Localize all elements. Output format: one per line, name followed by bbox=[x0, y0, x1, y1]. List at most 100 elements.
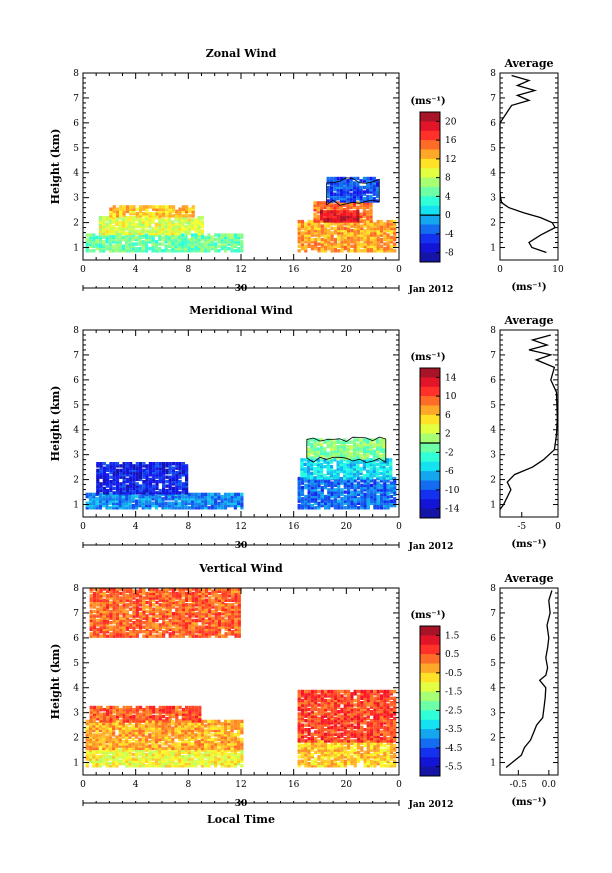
heatmap-cell bbox=[108, 242, 112, 246]
heatmap-cell bbox=[339, 442, 343, 447]
heatmap-cell bbox=[210, 501, 214, 505]
heatmap-cell bbox=[306, 458, 310, 462]
heatmap-cell bbox=[92, 233, 96, 237]
heatmap-cell bbox=[108, 506, 112, 510]
heatmap-cell bbox=[320, 476, 324, 480]
heatmap-cell bbox=[154, 724, 158, 728]
heatmap-cell bbox=[320, 694, 324, 698]
heatmap-cell bbox=[155, 207, 159, 211]
heatmap-cell bbox=[217, 726, 221, 730]
heatmap-cell bbox=[376, 462, 380, 467]
heatmap-cell bbox=[317, 734, 321, 739]
heatmap-cell bbox=[128, 231, 132, 236]
heatmap-cell bbox=[360, 479, 364, 483]
heatmap-cell bbox=[343, 197, 347, 201]
x-tick-label: 0 bbox=[80, 265, 86, 275]
heatmap-cell bbox=[363, 764, 367, 768]
heatmap-cell bbox=[366, 442, 370, 447]
heatmap-cell bbox=[230, 757, 234, 761]
heatmap-cell bbox=[223, 728, 228, 733]
heatmap-cell bbox=[333, 458, 337, 462]
heatmap-cell bbox=[135, 752, 139, 757]
heatmap-cell bbox=[329, 467, 334, 471]
heatmap-cell bbox=[356, 188, 360, 192]
heatmap-cell bbox=[223, 724, 228, 728]
heatmap-cell bbox=[223, 761, 228, 766]
heatmap-cell bbox=[102, 244, 106, 248]
heatmap-cell bbox=[194, 733, 198, 737]
heatmap-cell bbox=[389, 249, 393, 253]
heatmap-cell bbox=[297, 755, 301, 759]
heatmap-cell bbox=[154, 726, 158, 730]
heatmap-cell bbox=[106, 482, 110, 486]
heatmap-cell bbox=[165, 705, 169, 710]
heatmap-cell bbox=[307, 721, 311, 725]
heatmap-cell bbox=[310, 222, 314, 226]
heatmap-cell bbox=[164, 229, 168, 233]
heatmap-cell bbox=[352, 447, 357, 451]
heatmap-cell bbox=[297, 748, 301, 752]
heatmap-cell bbox=[158, 246, 162, 251]
heatmap-cell bbox=[142, 475, 146, 479]
heatmap-cell bbox=[122, 477, 126, 482]
heatmap-cell bbox=[362, 454, 366, 458]
heatmap-cell bbox=[366, 201, 370, 205]
heatmap-cell bbox=[96, 717, 100, 721]
heatmap-cell bbox=[379, 231, 384, 235]
heatmap-cell bbox=[194, 237, 198, 242]
heatmap-cell bbox=[185, 214, 189, 218]
heatmap-cell bbox=[237, 722, 241, 726]
y-tick-label: 4 bbox=[73, 169, 79, 179]
heatmap-cell bbox=[366, 224, 370, 228]
heatmap-cell bbox=[379, 440, 383, 444]
heatmap-cell bbox=[376, 179, 380, 183]
heatmap-cell bbox=[105, 231, 109, 236]
heatmap-cell bbox=[373, 235, 377, 240]
heatmap-cell bbox=[307, 741, 311, 746]
heatmap-cell bbox=[227, 752, 231, 757]
heatmap-cell bbox=[158, 712, 162, 716]
heatmap-cell bbox=[327, 240, 331, 244]
heatmap-cell bbox=[317, 506, 321, 510]
heatmap-cell bbox=[161, 750, 165, 755]
heatmap-cell bbox=[200, 499, 204, 503]
heatmap-cell bbox=[327, 242, 331, 246]
heatmap-cell bbox=[115, 705, 120, 710]
heatmap-cell bbox=[223, 752, 228, 757]
heatmap-cell bbox=[324, 506, 328, 510]
heatmap-cell bbox=[181, 464, 185, 468]
heatmap-cell bbox=[122, 491, 126, 495]
heatmap-cell bbox=[379, 240, 384, 244]
heatmap-cell bbox=[92, 235, 96, 240]
heatmap-cell bbox=[343, 481, 347, 485]
heatmap-cell bbox=[314, 764, 318, 768]
heatmap-cell bbox=[135, 712, 139, 716]
heatmap-cell bbox=[379, 454, 383, 458]
heatmap-cell bbox=[152, 710, 156, 714]
heatmap-cell bbox=[373, 755, 377, 759]
heatmap-cell bbox=[167, 235, 172, 240]
heatmap-cell bbox=[324, 226, 328, 231]
heatmap-cell bbox=[297, 739, 301, 743]
heatmap-cell bbox=[343, 447, 347, 451]
heatmap-cell bbox=[194, 746, 198, 751]
heatmap-cell bbox=[350, 231, 354, 235]
heatmap-cell bbox=[167, 728, 172, 733]
heatmap-cell bbox=[346, 219, 350, 223]
heatmap-cell bbox=[340, 479, 344, 483]
heatmap-cell bbox=[165, 710, 169, 714]
heatmap-cell bbox=[217, 506, 221, 510]
heatmap-cell bbox=[108, 497, 112, 501]
heatmap-cell bbox=[191, 503, 195, 508]
heatmap-cell bbox=[340, 244, 344, 248]
heatmap-cell bbox=[161, 728, 165, 733]
heatmap-cell bbox=[178, 471, 182, 475]
y-tick-label: 8 bbox=[73, 69, 79, 79]
heatmap-cell bbox=[121, 249, 125, 253]
heatmap-cell bbox=[88, 750, 93, 755]
heatmap-cell bbox=[174, 494, 178, 499]
heatmap-cell bbox=[108, 237, 112, 242]
heatmap-cell bbox=[223, 735, 228, 739]
heatmap-cell bbox=[194, 752, 198, 757]
heatmap-cell bbox=[167, 737, 172, 742]
